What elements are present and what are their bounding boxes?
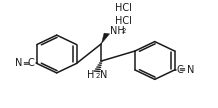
Text: NH: NH bbox=[110, 26, 124, 36]
Text: N: N bbox=[187, 65, 194, 75]
Polygon shape bbox=[101, 33, 110, 44]
Text: 2: 2 bbox=[122, 28, 126, 34]
Text: 2: 2 bbox=[96, 73, 100, 79]
Text: N: N bbox=[100, 70, 107, 80]
Text: N: N bbox=[15, 58, 22, 68]
Text: C: C bbox=[176, 65, 183, 75]
Text: HCl: HCl bbox=[115, 16, 132, 25]
Text: HCl: HCl bbox=[115, 3, 132, 13]
Text: ≡: ≡ bbox=[22, 59, 29, 68]
Text: ≡: ≡ bbox=[178, 65, 185, 74]
Text: H: H bbox=[87, 70, 95, 80]
Text: C: C bbox=[28, 58, 35, 68]
